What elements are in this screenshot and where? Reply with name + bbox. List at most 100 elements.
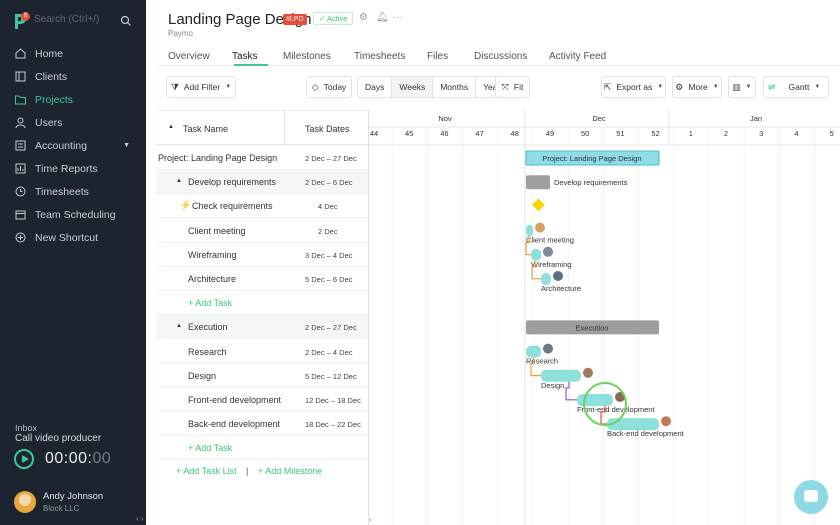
task-name[interactable]: Execution <box>188 322 228 333</box>
play-icon[interactable] <box>14 449 34 469</box>
gantt-chart[interactable]: Nov Dec Jan 44 45 46 47 48 49 50 51 52 1 2 3 4 5 Project:… <box>369 110 840 525</box>
sidebar-item-home[interactable]: Home <box>0 42 146 65</box>
week-label: 2 <box>724 129 728 138</box>
project-client[interactable]: Paymo <box>168 29 193 38</box>
table-row[interactable]: Back-end development 18 Dec – 22 Dec <box>156 412 368 437</box>
collapse-toggle-icon[interactable]: ▲ <box>176 323 182 330</box>
task-name[interactable]: Check requirements <box>192 201 273 212</box>
column-task-dates[interactable]: Task Dates <box>305 124 350 134</box>
group-bar-execution[interactable] <box>526 320 659 335</box>
collapse-toggle-icon[interactable]: ▲ <box>176 178 182 185</box>
table-row[interactable]: Architecture 5 Dec – 6 Dec <box>156 267 368 291</box>
sidebar-item-team-scheduling[interactable]: Team Scheduling <box>0 203 146 226</box>
week-label: 52 <box>651 129 659 138</box>
sidebar-item-time-reports[interactable]: Time Reports <box>0 157 146 180</box>
table-row[interactable]: Design 5 Dec – 12 Dec <box>156 364 368 388</box>
chat-icon[interactable] <box>794 480 828 514</box>
chevron-down-icon[interactable]: ▼ <box>123 142 130 149</box>
more-button[interactable]: ⚙ More ▼ <box>672 76 722 98</box>
sidebar-item-projects[interactable]: Projects <box>0 88 146 111</box>
tab-tasks[interactable]: Tasks <box>232 51 258 62</box>
table-row[interactable]: ▲ Execution 2 Dec – 27 Dec <box>156 315 368 340</box>
table-row[interactable]: Front-end development 12 Dec – 18 Dec <box>156 388 368 412</box>
sidebar-item-label: New Shortcut <box>35 231 99 244</box>
add-task-link[interactable]: + Add Task <box>188 298 233 309</box>
plus-circle-icon <box>15 232 26 243</box>
inbox-label[interactable]: Inbox <box>15 423 38 433</box>
tab-overview[interactable]: Overview <box>168 51 210 62</box>
sidebar-item-accounting[interactable]: Accounting ▼ <box>0 134 146 157</box>
scale-months[interactable]: Months <box>433 77 477 97</box>
column-task-name[interactable]: Task Name <box>183 124 229 134</box>
task-name[interactable]: Wireframing <box>188 249 237 260</box>
status-label: Active <box>326 14 348 23</box>
task-bar[interactable] <box>541 273 551 285</box>
task-name[interactable]: Back-end development <box>188 419 281 430</box>
add-task-link[interactable]: + Add Task <box>188 443 233 454</box>
sidebar-item-new-shortcut[interactable]: New Shortcut <box>0 226 146 249</box>
task-bar[interactable] <box>526 224 533 237</box>
fit-button[interactable]: ⤧ Fit <box>495 76 530 98</box>
add-milestone-link[interactable]: + Add Milestone <box>258 466 323 476</box>
task-name[interactable]: Develop requirements <box>188 177 277 188</box>
task-bar[interactable] <box>607 418 659 431</box>
scale-weeks[interactable]: Weeks <box>392 77 434 97</box>
chevron-down-icon: ▼ <box>657 84 664 90</box>
task-name[interactable]: Client meeting <box>188 225 246 236</box>
add-task-list-link[interactable]: + Add Task List <box>176 466 237 476</box>
task-name[interactable]: Design <box>188 370 217 381</box>
month-label: Nov <box>438 114 452 123</box>
table-row[interactable]: Project: Landing Page Design 2 Dec – 27 D… <box>156 146 368 170</box>
add-task-row[interactable]: + Add Task <box>156 291 368 316</box>
sidebar-item-clients[interactable]: Clients <box>0 65 146 88</box>
week-label: 1 <box>689 129 693 138</box>
split-divider[interactable] <box>368 110 369 525</box>
tab-activity-feed[interactable]: Activity Feed <box>549 51 607 62</box>
inbox-subtitle[interactable]: Call video producer <box>15 433 102 444</box>
search-input[interactable]: Search (Ctrl+/) <box>34 14 100 25</box>
scroll-left-icon[interactable]: ‹ <box>369 515 372 524</box>
table-row[interactable]: Research 2 Dec – 4 Dec <box>156 340 368 364</box>
table-row[interactable]: Wireframing 3 Dec – 4 Dec <box>156 243 368 267</box>
group-bar-develop[interactable] <box>526 175 550 190</box>
sidebar-item-timesheets[interactable]: Timesheets <box>0 180 146 203</box>
tab-files[interactable]: Files <box>427 51 449 62</box>
user-profile[interactable]: Andy Johnson Block LLC <box>14 491 103 513</box>
view-switcher[interactable]: ⇌ Gantt ▼ <box>763 76 829 98</box>
today-button[interactable]: ◇ Today <box>306 76 352 98</box>
table-row[interactable]: Client meeting 2 Dec <box>156 219 368 243</box>
add-task-row[interactable]: + Add Task <box>156 436 368 461</box>
task-bar[interactable] <box>531 248 541 261</box>
milestone-diamond[interactable] <box>532 198 545 212</box>
table-row[interactable]: ▲ Develop requirements 2 Dec – 6 Dec <box>156 170 368 195</box>
task-name[interactable]: Front-end development <box>188 395 282 405</box>
task-name[interactable]: Architecture <box>188 274 237 284</box>
project-bar[interactable] <box>525 150 660 166</box>
view-label: Gantt <box>788 82 810 92</box>
search-icon[interactable] <box>120 15 132 27</box>
bell-icon[interactable]: 🔔︎ <box>376 12 389 23</box>
task-bar[interactable] <box>541 369 581 382</box>
task-name[interactable]: Project: Landing Page Design <box>158 153 278 163</box>
sidebar-item-users[interactable]: Users <box>0 111 146 134</box>
task-bar[interactable] <box>526 345 541 358</box>
gear-icon[interactable]: ⚙ <box>359 12 368 23</box>
status-badge[interactable]: ✓ Active <box>313 12 354 25</box>
scale-years[interactable]: Years <box>483 82 505 92</box>
tab-timesheets[interactable]: Timesheets <box>354 51 406 62</box>
sort-icon[interactable]: ▲ <box>168 124 174 130</box>
scale-days[interactable]: Days <box>358 77 393 97</box>
export-button[interactable]: ⇱ Export as ▼ <box>601 76 666 98</box>
tab-discussions[interactable]: Discussions <box>474 51 528 62</box>
add-filter-button[interactable]: ⧩ Add Filter ▼ <box>166 76 236 98</box>
task-name[interactable]: Research <box>188 346 227 357</box>
table-row[interactable]: ⚡ Check requirements 4 Dec <box>156 194 368 219</box>
more-icon[interactable]: ··· <box>393 12 403 23</box>
gantt-icon: ⇌ <box>768 81 776 92</box>
user-company: Block LLC <box>43 504 80 513</box>
collapse-sidebar-icon[interactable]: ‹ › <box>136 514 144 523</box>
task-bar-label: Design <box>541 381 564 390</box>
tab-milestones[interactable]: Milestones <box>283 51 331 62</box>
columns-button[interactable]: ▥ ▼ <box>728 76 756 98</box>
